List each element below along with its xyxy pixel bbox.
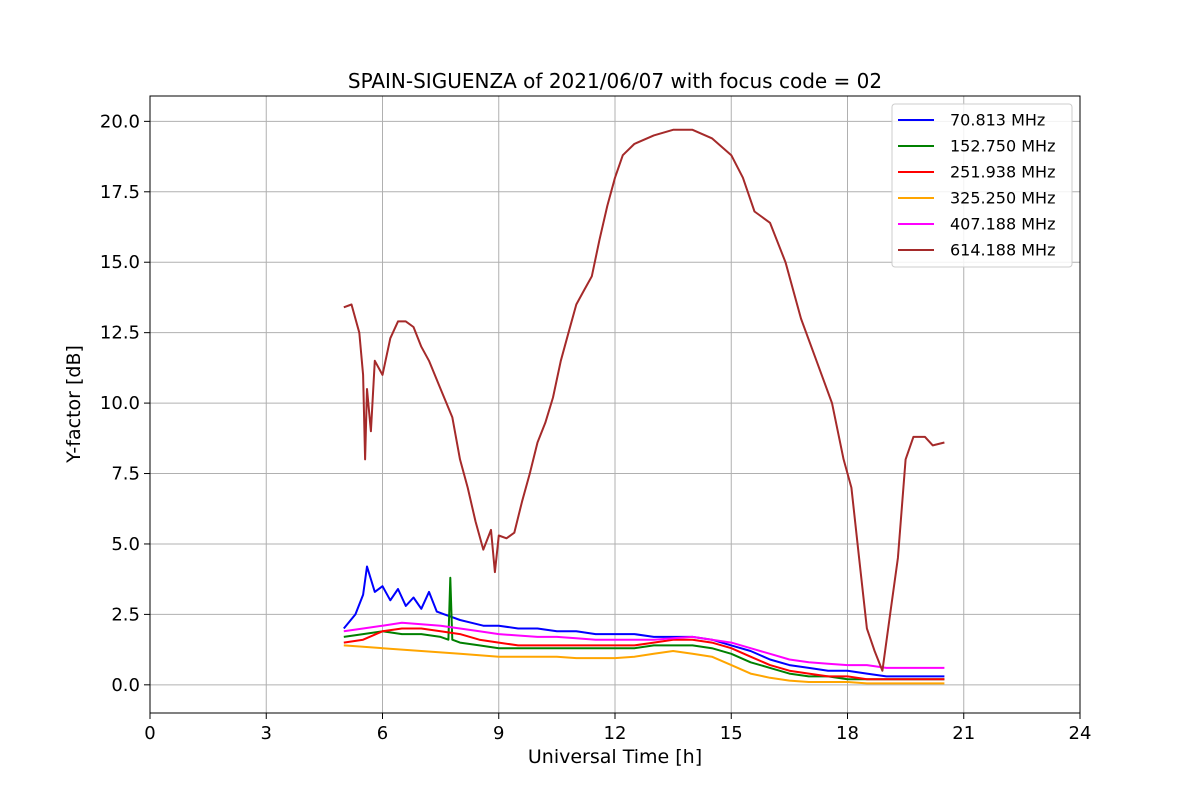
x-tick-label: 21 — [952, 723, 975, 744]
legend-label: 70.813 MHz — [950, 111, 1045, 130]
y-tick-label: 2.5 — [111, 604, 140, 625]
y-tick-label: 17.5 — [100, 182, 140, 203]
x-tick-label: 0 — [144, 723, 155, 744]
series-line-2 — [343, 627, 945, 681]
legend-label: 407.188 MHz — [950, 215, 1055, 234]
series-line-0 — [343, 565, 945, 678]
axis-ticks: 0 3 6 9 12 15 18 21 24 0.0 2.5 5.0 7.5 10.0 12.5 15.0 17… — [100, 111, 1092, 744]
x-tick-label: 12 — [604, 723, 627, 744]
grid — [149, 96, 1081, 713]
legend-box — [891, 103, 1073, 268]
series-lines — [343, 128, 945, 685]
legend: 70.813 MHz 152.750 MHz 251.938 MHz 325.250 … — [891, 103, 1073, 268]
series-line-5 — [343, 128, 945, 672]
x-tick-label: 9 — [493, 723, 504, 744]
legend-label: 614.188 MHz — [950, 241, 1055, 260]
x-tick-label: 15 — [720, 723, 743, 744]
y-tick-label: 10.0 — [100, 393, 140, 414]
y-axis-title: Y-factor [dB] — [63, 345, 85, 464]
y-tick-label: 0.0 — [111, 675, 140, 696]
legend-label: 251.938 MHz — [950, 163, 1055, 182]
y-tick-label: 15.0 — [100, 252, 140, 273]
y-tick-label: 7.5 — [111, 464, 140, 485]
series-line-1 — [343, 576, 945, 681]
x-tick-label: 18 — [836, 723, 859, 744]
chart-title: SPAIN-SIGUENZA of 2021/06/07 with focus … — [348, 69, 882, 93]
legend-label: 325.250 MHz — [950, 189, 1055, 208]
series-line-4 — [343, 621, 945, 669]
series-line-3 — [343, 644, 945, 685]
x-tick-label: 3 — [261, 723, 272, 744]
x-tick-label: 24 — [1069, 723, 1092, 744]
x-tick-label: 6 — [377, 723, 388, 744]
y-tick-label: 5.0 — [111, 534, 140, 555]
y-tick-label: 12.5 — [100, 323, 140, 344]
x-axis-title: Universal Time [h] — [528, 746, 702, 768]
y-tick-label: 20.0 — [100, 111, 140, 132]
legend-label: 152.750 MHz — [950, 137, 1055, 156]
